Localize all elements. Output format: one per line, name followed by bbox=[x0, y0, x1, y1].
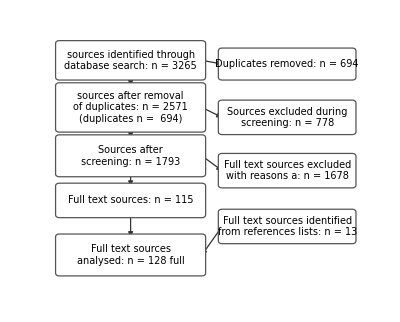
Text: sources after removal
of duplicates: n = 2571
(duplicates n =  694): sources after removal of duplicates: n =… bbox=[73, 91, 188, 124]
FancyBboxPatch shape bbox=[218, 48, 356, 80]
FancyBboxPatch shape bbox=[56, 135, 206, 177]
Text: Full text sources identified
from references lists: n = 13: Full text sources identified from refere… bbox=[218, 216, 357, 237]
FancyBboxPatch shape bbox=[56, 183, 206, 218]
Text: Sources after
screening: n = 1793: Sources after screening: n = 1793 bbox=[81, 145, 180, 166]
FancyBboxPatch shape bbox=[56, 41, 206, 80]
Text: sources identified through
database search: n = 3265: sources identified through database sear… bbox=[64, 50, 197, 71]
Text: Duplicates removed: n = 694: Duplicates removed: n = 694 bbox=[215, 59, 359, 69]
FancyBboxPatch shape bbox=[56, 234, 206, 276]
Text: Sources excluded during
screening: n = 778: Sources excluded during screening: n = 7… bbox=[227, 107, 347, 128]
Text: Full text sources: n = 115: Full text sources: n = 115 bbox=[68, 195, 193, 205]
FancyBboxPatch shape bbox=[218, 154, 356, 188]
FancyBboxPatch shape bbox=[218, 209, 356, 244]
FancyBboxPatch shape bbox=[218, 100, 356, 135]
FancyBboxPatch shape bbox=[56, 83, 206, 132]
Text: Full text sources
analysed: n = 128 full: Full text sources analysed: n = 128 full bbox=[77, 244, 184, 266]
Text: Full text sources excluded
with reasons a: n = 1678: Full text sources excluded with reasons … bbox=[224, 160, 351, 182]
